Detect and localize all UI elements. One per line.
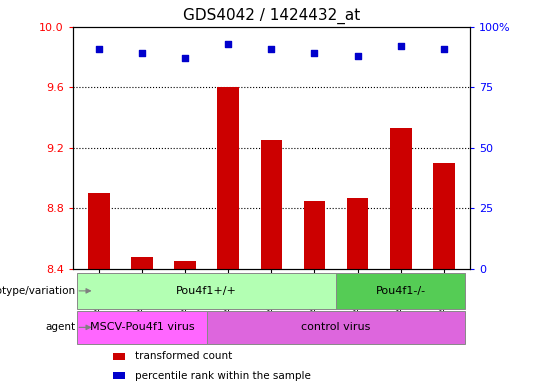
Bar	[218, 88, 239, 269]
Bar	[261, 140, 282, 269]
Bar	[113, 372, 125, 379]
Text: percentile rank within the sample: percentile rank within the sample	[135, 371, 311, 381]
Bar	[347, 198, 368, 269]
Point	[94, 46, 103, 52]
Point	[440, 46, 448, 52]
Text: control virus: control virus	[301, 322, 371, 333]
Text: MSCV-Pou4f1 virus: MSCV-Pou4f1 virus	[90, 322, 194, 333]
Text: Pou4f1-/-: Pou4f1-/-	[376, 286, 426, 296]
Text: genotype/variation: genotype/variation	[0, 286, 75, 296]
Point	[138, 50, 146, 56]
Bar	[113, 353, 125, 360]
Bar	[207, 311, 465, 344]
Point	[396, 43, 405, 49]
Bar	[131, 257, 153, 269]
Bar	[390, 128, 411, 269]
Bar	[77, 311, 207, 344]
Bar	[303, 201, 325, 269]
Bar	[336, 273, 465, 309]
Text: transformed count: transformed count	[135, 351, 232, 361]
Point	[181, 55, 190, 61]
Point	[353, 53, 362, 59]
Title: GDS4042 / 1424432_at: GDS4042 / 1424432_at	[183, 8, 360, 24]
Bar	[77, 273, 336, 309]
Text: agent: agent	[45, 322, 75, 333]
Bar	[174, 261, 196, 269]
Bar	[88, 193, 110, 269]
Point	[267, 46, 276, 52]
Bar	[433, 163, 455, 269]
Text: Pou4f1+/+: Pou4f1+/+	[176, 286, 237, 296]
Point	[224, 41, 233, 47]
Point	[310, 50, 319, 56]
